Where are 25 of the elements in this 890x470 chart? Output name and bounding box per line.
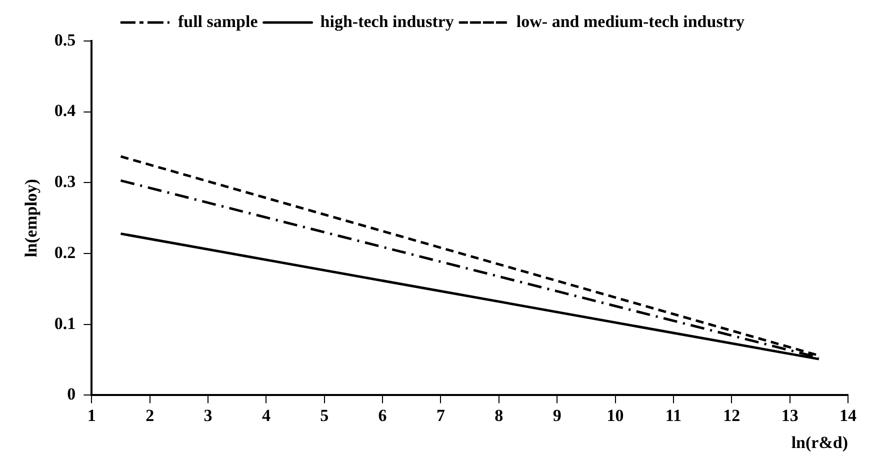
x-tick-label: 12 bbox=[723, 406, 740, 425]
y-tick-label: 0.2 bbox=[54, 242, 76, 262]
x-tick-label: 10 bbox=[606, 406, 624, 425]
y-tick-label: 0 bbox=[67, 384, 76, 404]
x-tick-label: 11 bbox=[665, 406, 682, 425]
y-axis-title: ln(employ) bbox=[22, 178, 41, 258]
y-tick-label: 0.5 bbox=[54, 30, 76, 50]
y-tick-label: 0.3 bbox=[54, 172, 76, 192]
x-tick-label: 13 bbox=[781, 406, 798, 425]
legend-label: full sample bbox=[178, 12, 258, 31]
legend-label: low- and medium-tech industry bbox=[516, 12, 746, 31]
x-tick-label: 2 bbox=[146, 406, 154, 425]
y-tick-label: 0.4 bbox=[54, 101, 76, 120]
x-tick-label: 8 bbox=[494, 406, 504, 425]
legend-label: high-tech industry bbox=[320, 12, 454, 31]
x-tick-label: 1 bbox=[87, 406, 96, 425]
x-tick-label: 4 bbox=[262, 406, 271, 425]
x-tick-label: 3 bbox=[204, 406, 212, 425]
x-tick-label: 5 bbox=[320, 406, 329, 425]
x-tick-label: 14 bbox=[840, 406, 857, 425]
y-tick-label: 0.1 bbox=[54, 314, 76, 333]
x-tick-label: 9 bbox=[552, 406, 562, 425]
x-tick-label: 6 bbox=[378, 406, 387, 425]
x-tick-label: 7 bbox=[436, 406, 446, 425]
x-axis-title: ln(r&d) bbox=[791, 433, 848, 452]
